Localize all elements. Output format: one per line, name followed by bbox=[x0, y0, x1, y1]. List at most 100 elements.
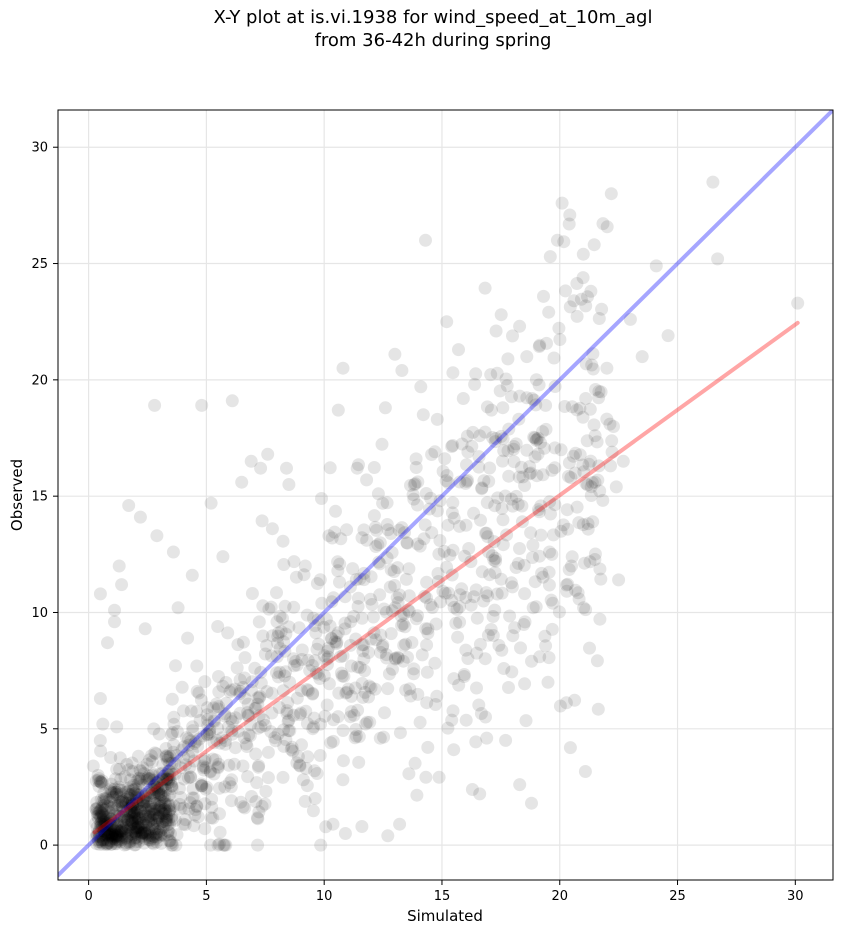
scatter-point bbox=[135, 801, 149, 815]
scatter-point bbox=[446, 496, 460, 510]
scatter-point bbox=[343, 638, 357, 652]
scatter-point bbox=[270, 666, 283, 680]
scatter-point bbox=[200, 708, 214, 722]
scatter-point bbox=[594, 572, 608, 586]
scatter-point bbox=[284, 743, 298, 756]
scatter-point bbox=[321, 641, 335, 655]
scatter-point bbox=[142, 832, 156, 846]
scatter-point bbox=[94, 744, 108, 758]
scatter-point bbox=[348, 731, 362, 745]
scatter-point bbox=[187, 819, 201, 833]
scatter-point bbox=[203, 727, 216, 741]
scatter-point bbox=[384, 527, 398, 540]
scatter-point bbox=[177, 740, 191, 754]
scatter-point bbox=[297, 568, 311, 582]
scatter-point bbox=[478, 281, 492, 295]
scatter-point bbox=[149, 832, 163, 846]
scatter-point bbox=[308, 654, 322, 668]
scatter-point bbox=[498, 489, 512, 503]
scatter-point bbox=[231, 638, 245, 652]
scatter-point bbox=[94, 820, 108, 834]
scatter-point bbox=[380, 551, 394, 565]
scatter-point bbox=[446, 439, 460, 452]
scatter-point bbox=[252, 759, 266, 773]
scatter-point bbox=[97, 824, 111, 838]
scatter-point bbox=[149, 747, 163, 761]
scatter-point bbox=[179, 758, 192, 772]
scatter-point bbox=[593, 612, 607, 626]
scatter-point bbox=[329, 629, 343, 643]
scatter-point bbox=[129, 825, 143, 839]
scatter-point bbox=[124, 788, 137, 802]
scatter-point bbox=[143, 809, 157, 823]
scatter-point bbox=[546, 528, 560, 542]
scatter-point bbox=[338, 622, 352, 636]
scatter-point bbox=[121, 820, 135, 834]
scatter-point bbox=[406, 488, 420, 502]
scatter-point bbox=[175, 743, 189, 757]
scatter-point bbox=[579, 357, 593, 371]
scatter-point bbox=[402, 589, 416, 603]
scatter-point bbox=[131, 820, 145, 834]
scatter-point bbox=[245, 675, 259, 689]
scatter-point bbox=[262, 602, 276, 616]
scatter-point bbox=[138, 823, 152, 837]
scatter-point bbox=[560, 578, 573, 592]
scatter-point bbox=[155, 806, 169, 820]
scatter-point bbox=[395, 364, 409, 377]
scatter-point bbox=[97, 795, 111, 809]
scatter-point bbox=[468, 377, 482, 391]
scatter-point bbox=[515, 460, 528, 474]
scatter-point bbox=[310, 642, 324, 656]
scatter-point bbox=[168, 813, 182, 827]
scatter-point bbox=[139, 809, 153, 823]
scatter-point bbox=[464, 598, 478, 612]
scatter-point bbox=[358, 685, 372, 699]
scatter-point bbox=[121, 813, 135, 827]
scatter-point bbox=[404, 478, 417, 492]
scatter-point bbox=[349, 573, 363, 587]
scatter-point bbox=[93, 804, 107, 818]
scatter-point bbox=[143, 831, 156, 845]
scatter-point bbox=[94, 803, 108, 817]
scatter-point bbox=[357, 573, 371, 587]
scatter-point bbox=[160, 772, 174, 786]
scatter-point bbox=[291, 750, 305, 764]
scatter-point bbox=[518, 479, 532, 492]
scatter-point bbox=[504, 576, 518, 590]
scatter-point bbox=[527, 393, 541, 407]
scatter-point bbox=[235, 475, 249, 489]
scatter-point bbox=[152, 786, 166, 800]
scatter-point bbox=[177, 751, 191, 764]
scatter-point bbox=[519, 714, 533, 728]
scatter-point bbox=[413, 539, 427, 553]
scatter-point bbox=[158, 815, 172, 829]
scatter-point bbox=[143, 834, 157, 848]
scatter-point bbox=[264, 600, 278, 614]
scatter-point bbox=[273, 665, 287, 679]
scatter-point bbox=[416, 408, 430, 422]
scatter-point bbox=[411, 537, 425, 551]
scatter-point bbox=[152, 788, 166, 802]
scatter-point bbox=[94, 810, 108, 824]
scatter-point bbox=[92, 773, 105, 787]
scatter-point bbox=[401, 650, 414, 664]
scatter-point bbox=[163, 773, 177, 787]
y-tick-label: 20 bbox=[31, 373, 48, 388]
scatter-point bbox=[500, 528, 514, 542]
scatter-point bbox=[526, 551, 539, 564]
scatter-point bbox=[198, 675, 212, 689]
scatter-point bbox=[129, 790, 143, 804]
scatter-point bbox=[197, 729, 211, 743]
scatter-point bbox=[568, 466, 582, 480]
scatter-point bbox=[112, 824, 126, 838]
scatter-point bbox=[393, 588, 407, 602]
scatter-point bbox=[532, 505, 546, 519]
scatter-point bbox=[148, 780, 162, 794]
scatter-point bbox=[362, 679, 376, 693]
scatter-point bbox=[105, 827, 119, 841]
scatter-point bbox=[371, 487, 385, 501]
scatter-point bbox=[321, 644, 335, 658]
scatter-point bbox=[308, 792, 322, 805]
scatter-point bbox=[330, 635, 344, 649]
